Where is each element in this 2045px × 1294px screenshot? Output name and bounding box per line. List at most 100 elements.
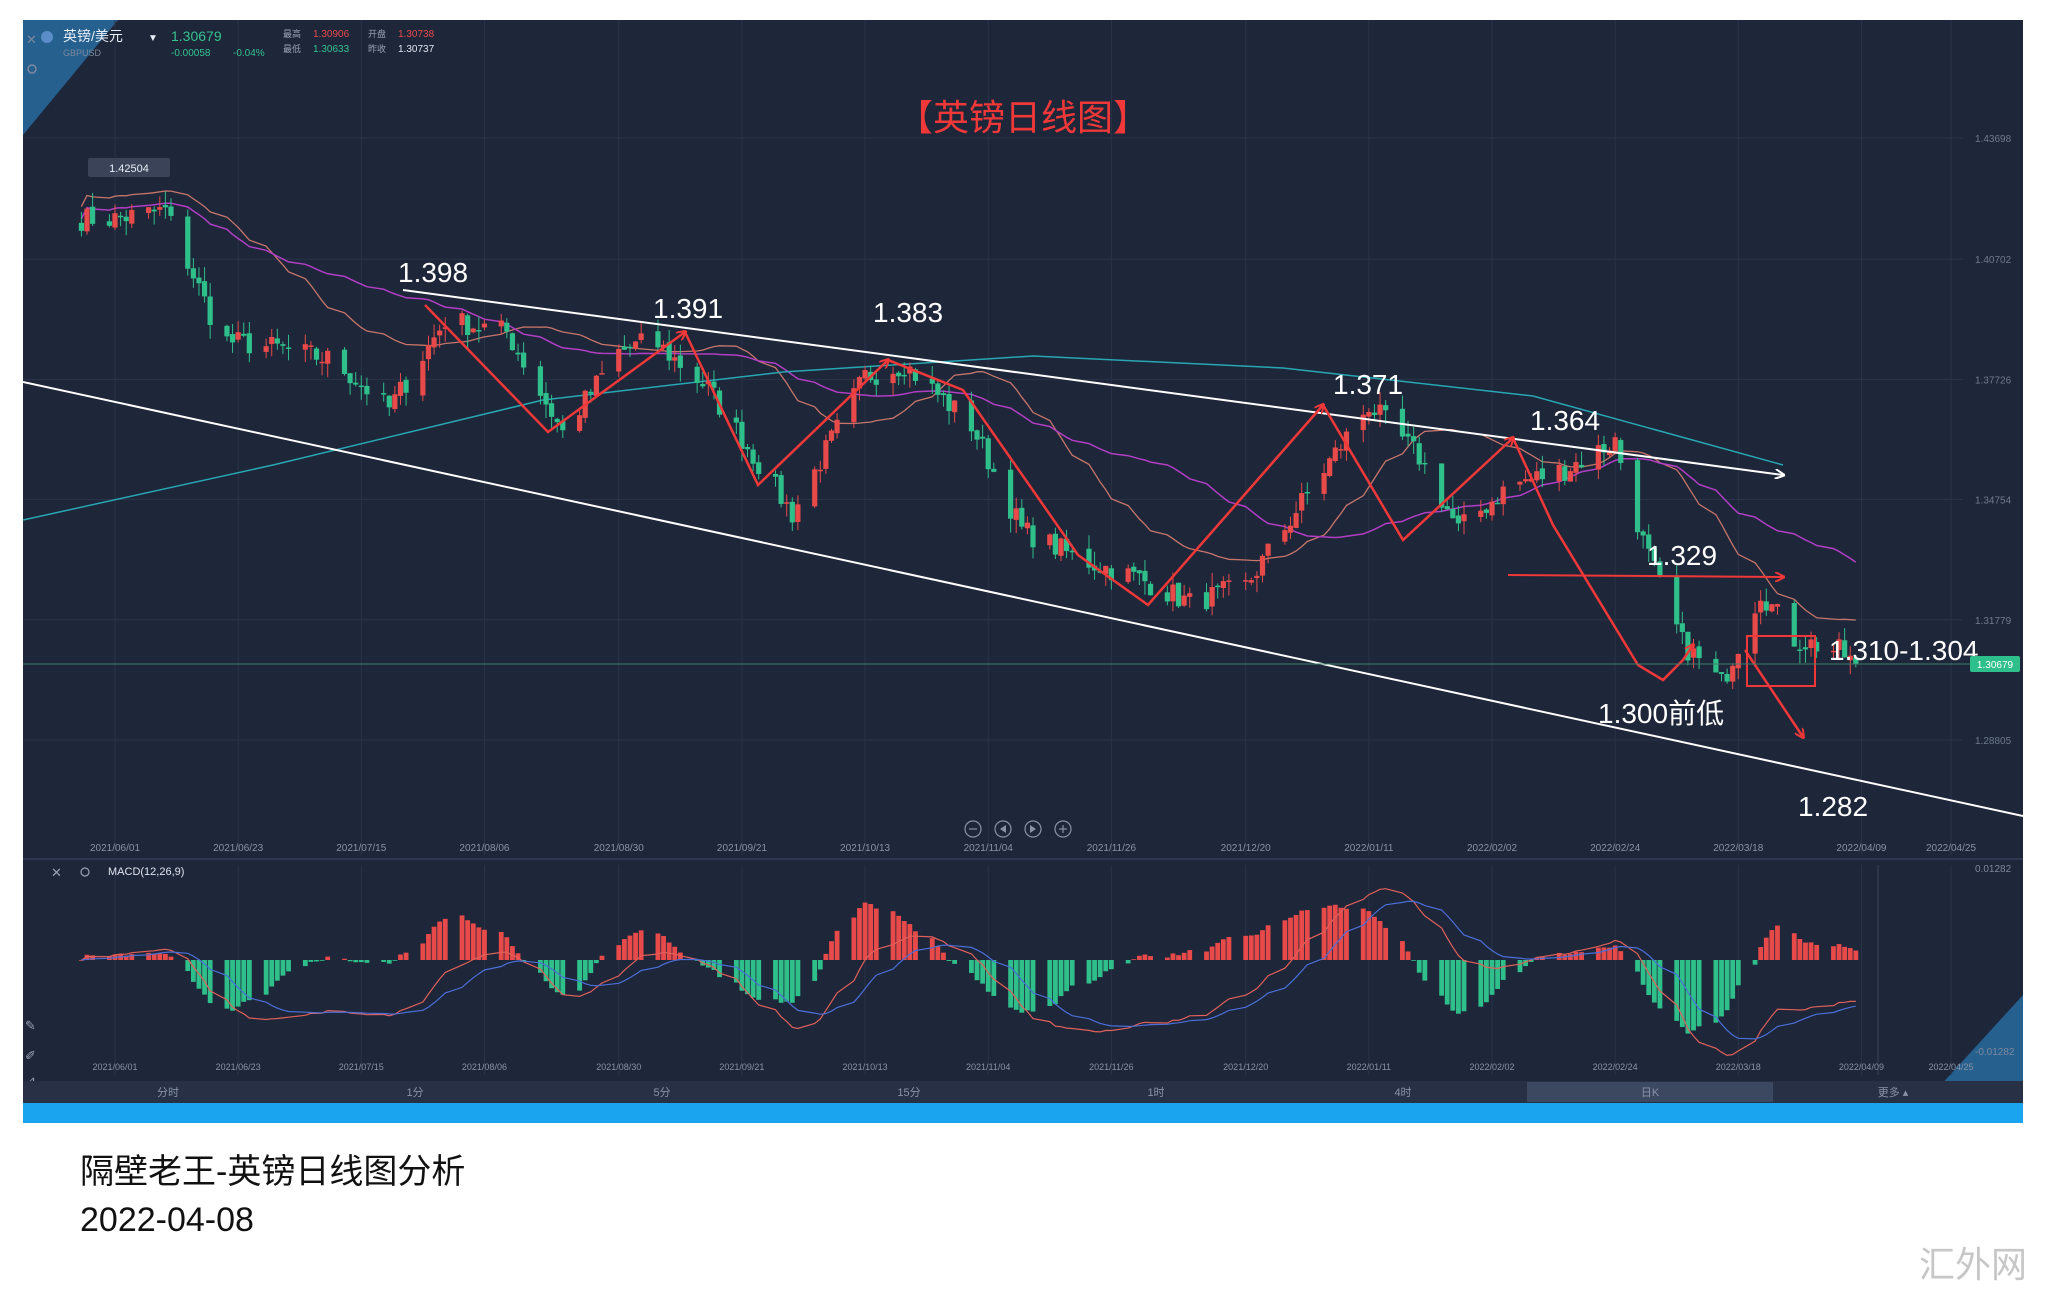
date-tick-label: 2021/09/21 — [717, 843, 767, 854]
macd-histogram-bar — [263, 960, 269, 995]
timeframe-label[interactable]: 5分 — [653, 1086, 670, 1099]
macd-histogram-bar — [1612, 945, 1618, 960]
timeframe-label[interactable]: 更多 ▴ — [1878, 1085, 1909, 1099]
macd-histogram-bar — [1360, 908, 1366, 960]
wave-path — [887, 358, 1323, 607]
timeframe-7[interactable]: 更多 ▴ — [1878, 1085, 1909, 1099]
open-label: 开盘 — [368, 28, 386, 39]
macd-date-axis: 2021/06/01 2021/06/23 2021/07/15 2021/08/06… — [92, 1062, 1973, 1072]
close-icon[interactable]: ✕ — [51, 865, 62, 880]
candle-body — [403, 379, 409, 393]
symbol-header[interactable]: 英镑/美元 ▼ GBPUSD 1.30679 -0.00058 -0.04% 最… — [41, 28, 435, 59]
macd-histogram-bar — [941, 952, 946, 960]
candle-body — [319, 361, 325, 364]
macd-histogram-bar — [1170, 953, 1176, 960]
scroll-end-icon[interactable] — [1024, 820, 1042, 838]
symbol-name[interactable]: 英镑/美元 — [63, 28, 123, 44]
timeframe-label[interactable]: 15分 — [897, 1086, 920, 1099]
date-tick-label: 2021/06/23 — [213, 843, 263, 854]
candle-body — [1522, 479, 1529, 482]
candle-body — [459, 313, 465, 326]
candle-body — [353, 382, 359, 385]
candle-body — [851, 388, 857, 423]
target-zone-box — [1746, 635, 1816, 687]
candle-body — [280, 344, 286, 346]
macd-histogram-bar — [1713, 960, 1719, 1023]
macd-histogram-bar — [1679, 960, 1685, 1028]
candle-body — [560, 421, 566, 431]
candle-body — [1724, 674, 1730, 682]
timeframe-0[interactable]: 分时 — [157, 1086, 179, 1099]
macd-histogram-bar — [812, 960, 818, 981]
macd-histogram-bar — [661, 936, 666, 960]
timeframe-label[interactable]: 日K — [1641, 1087, 1660, 1099]
zoom-in-icon[interactable] — [1054, 820, 1072, 838]
macd-histogram-bar — [1131, 959, 1137, 961]
candle-body — [1209, 587, 1215, 607]
candle-body — [1752, 613, 1758, 654]
timeframe-label[interactable]: 1时 — [1147, 1086, 1164, 1099]
candle-body — [576, 415, 583, 431]
settings-icon[interactable] — [80, 867, 90, 877]
zoom-out-icon[interactable] — [964, 820, 982, 838]
candle-body — [1360, 414, 1366, 431]
ruler-icon[interactable]: ⊿ — [25, 1073, 36, 1088]
date-tick-label: 2022/01/11 — [1344, 843, 1394, 854]
macd-histogram-bar — [504, 937, 510, 960]
chevron-down-icon[interactable]: ▼ — [148, 33, 158, 44]
macd-histogram-bar — [1092, 960, 1097, 981]
candle-body — [185, 216, 191, 269]
macd-histogram-bar — [1847, 948, 1853, 960]
candle-body — [1405, 433, 1411, 437]
macd-histogram-bar — [403, 952, 409, 960]
scroll-start-icon[interactable] — [994, 820, 1012, 838]
macd-histogram-bar — [79, 960, 84, 961]
lower-trend-line — [23, 381, 2023, 817]
macd-histogram-bar — [269, 960, 275, 987]
candle-body — [912, 369, 919, 381]
timeframe-6[interactable]: 日K — [1527, 1082, 1773, 1102]
timeframe-3[interactable]: 15分 — [897, 1086, 920, 1099]
timeframe-4[interactable]: 1时 — [1147, 1086, 1164, 1099]
candle-body — [1293, 513, 1299, 528]
close-icon[interactable]: ✕ — [26, 32, 37, 47]
candle-body — [1399, 408, 1406, 437]
candle-body — [157, 207, 163, 210]
macd-histogram-bar — [980, 960, 986, 984]
macd-histogram-bar — [554, 960, 560, 993]
candle-body — [1304, 491, 1310, 494]
timeframe-label[interactable]: 1分 — [406, 1086, 423, 1099]
candle-body — [1327, 458, 1333, 477]
date-axis: 2021/06/01 2021/06/23 2021/07/15 2021/08/06… — [90, 843, 1976, 854]
candle-body — [744, 446, 751, 450]
timeframe-2[interactable]: 5分 — [653, 1086, 670, 1099]
timeframe-5[interactable]: 4时 — [1394, 1086, 1411, 1099]
candle-body — [873, 379, 879, 385]
draw-tool-icon[interactable]: ✎ — [25, 1018, 36, 1033]
timeframe-label[interactable]: 分时 — [157, 1086, 179, 1099]
macd-date-tick-label: 2022/04/09 — [1839, 1062, 1884, 1072]
pencil-icon[interactable]: ✐ — [25, 1048, 36, 1063]
candle-body — [940, 393, 947, 396]
date-tick-label: 2022/02/24 — [1590, 843, 1640, 854]
timeframe-1[interactable]: 1分 — [406, 1086, 423, 1099]
candle-body — [1377, 404, 1383, 415]
macd-histogram-bar — [1752, 960, 1758, 965]
candle-body — [834, 419, 840, 434]
candle-body — [1226, 580, 1232, 582]
candle-body — [543, 393, 549, 405]
candle-body — [1618, 440, 1624, 464]
candle-body — [1265, 543, 1271, 556]
candle-body — [1634, 460, 1641, 533]
settings-icon[interactable] — [27, 64, 37, 74]
candle-body — [431, 337, 437, 348]
watermark: 汇外网 — [1918, 1245, 2027, 1286]
candle-body — [1612, 437, 1618, 452]
candle-body — [968, 400, 975, 432]
zoom-controls[interactable] — [964, 820, 1072, 838]
candle-body — [828, 430, 835, 441]
timeframe-label[interactable]: 4时 — [1394, 1086, 1411, 1099]
candle-body — [1696, 646, 1702, 659]
candle-body — [1063, 538, 1070, 552]
macd-histogram-bar — [588, 960, 594, 974]
